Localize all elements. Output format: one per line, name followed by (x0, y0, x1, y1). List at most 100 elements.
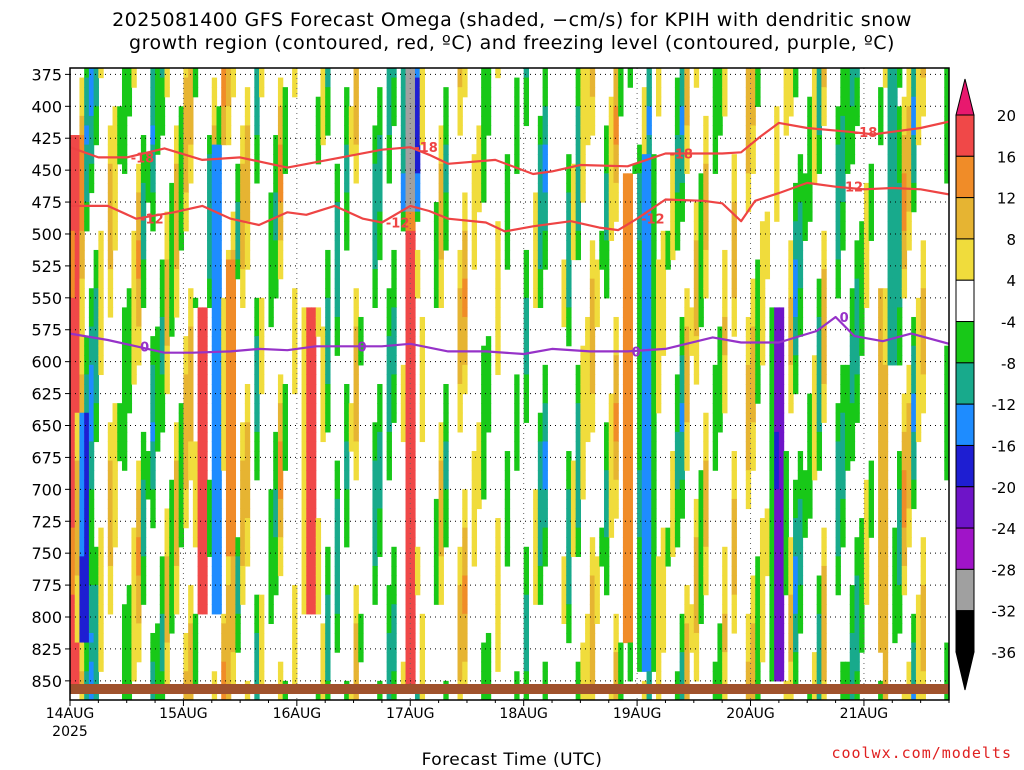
omega-cell (750, 87, 756, 98)
omega-cell (70, 412, 76, 423)
omega-cell (311, 585, 317, 596)
omega-cell (315, 307, 322, 318)
omega-cell (580, 479, 586, 490)
omega-cell (613, 613, 619, 624)
omega-cell (273, 441, 279, 452)
omega-cell (745, 163, 752, 174)
omega-cell (537, 431, 544, 443)
omega-cell (660, 642, 667, 653)
omega-cell (641, 326, 648, 337)
omega-cell (745, 202, 752, 213)
omega-cell (755, 623, 761, 634)
omega-cell (481, 182, 487, 194)
omega-cell (259, 594, 265, 605)
omega-cell (358, 623, 364, 634)
omega-cell (150, 182, 156, 194)
omega-cell (684, 288, 690, 299)
omega-cell (443, 489, 449, 500)
omega-cell (679, 374, 685, 385)
omega-cell (438, 240, 444, 251)
omega-cell (665, 240, 671, 251)
omega-cell (216, 211, 222, 222)
omega-cell (840, 431, 846, 443)
omega-cell (750, 460, 756, 471)
omega-cell (797, 575, 804, 586)
omega-cell (164, 565, 170, 577)
omega-cell (670, 182, 676, 194)
omega-cell (159, 604, 166, 615)
omega-cell (589, 671, 596, 682)
omega-cell (230, 211, 237, 222)
omega-cell (778, 604, 785, 615)
omega-cell (878, 537, 884, 548)
omega-cell (410, 374, 416, 385)
omega-cell (112, 431, 118, 443)
omega-cell (433, 498, 440, 510)
omega-cell (438, 508, 444, 519)
omega-cell (731, 470, 737, 481)
omega-cell (462, 240, 468, 251)
omega-cell (225, 431, 232, 443)
omega-cell (178, 125, 185, 136)
omega-cell (414, 585, 421, 596)
omega-cell (755, 68, 761, 79)
omega-cell (537, 460, 544, 471)
omega-cell (674, 479, 681, 490)
omega-cell (481, 77, 487, 88)
omega-cell (471, 173, 478, 184)
omega-cell (98, 565, 104, 577)
omega-cell (301, 441, 307, 452)
omega-cell (783, 489, 789, 500)
omega-cell (405, 604, 411, 615)
omega-cell (849, 154, 856, 165)
omega-cell (783, 106, 789, 117)
omega-cell (259, 652, 265, 663)
omega-cell (693, 642, 700, 653)
omega-cell (306, 565, 312, 577)
omega-cell (684, 144, 690, 155)
omega-cell (674, 671, 681, 682)
omega-cell (353, 297, 359, 308)
omega-cell (816, 345, 823, 356)
omega-cell (325, 613, 331, 624)
omega-cell (637, 336, 643, 347)
omega-cell (589, 355, 596, 366)
omega-cell (419, 326, 426, 337)
omega-cell (443, 479, 449, 490)
omega-cell (400, 431, 407, 443)
omega-cell (755, 77, 761, 88)
omega-cell (244, 87, 251, 98)
omega-cell (325, 87, 331, 98)
omega-cell (306, 441, 312, 452)
omega-cell (665, 527, 671, 538)
omega-cell (651, 336, 657, 347)
omega-cell (405, 125, 411, 136)
omega-cell (646, 384, 652, 395)
omega-cell (807, 135, 813, 146)
omega-cell (230, 431, 237, 443)
omega-cell (788, 661, 794, 672)
omega-cell (121, 163, 128, 174)
omega-cell (306, 508, 312, 519)
omega-cell (821, 307, 827, 318)
omega-cell (207, 288, 213, 299)
omega-cell (731, 297, 737, 308)
omega-cell (745, 364, 752, 376)
omega-cell (778, 671, 785, 682)
omega-cell (169, 604, 175, 615)
omega-cell (244, 431, 251, 443)
omega-cell (230, 613, 237, 624)
omega-cell (485, 661, 492, 672)
omega-cell (689, 632, 695, 644)
omega-cell (419, 632, 426, 644)
omega-cell (150, 518, 156, 529)
omega-cell (159, 393, 166, 404)
omega-cell (722, 364, 728, 376)
omega-cell (698, 546, 704, 557)
omega-cell (797, 326, 804, 337)
omega-cell (575, 249, 581, 261)
omega-cell (192, 489, 199, 500)
omega-cell (88, 384, 95, 395)
omega-cell (372, 594, 378, 605)
omega-cell (225, 125, 232, 136)
